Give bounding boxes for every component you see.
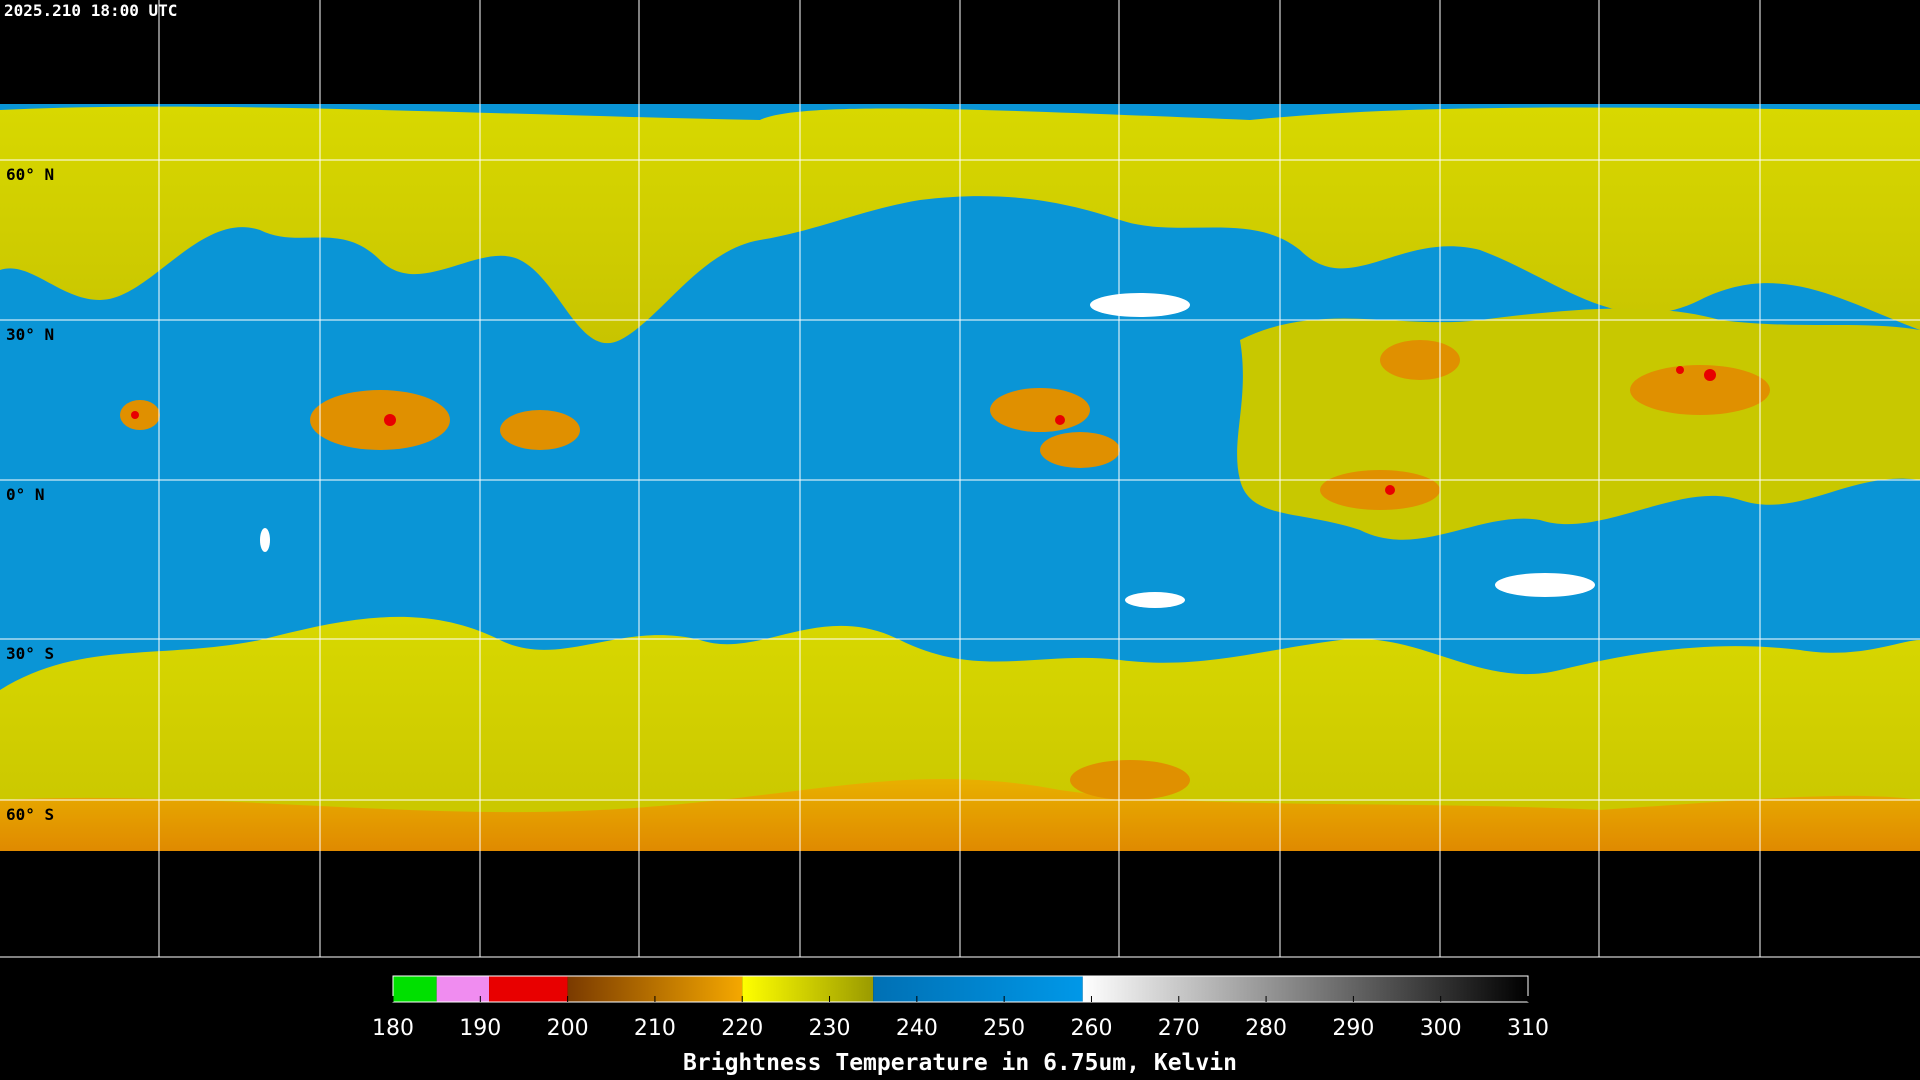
colorbar-tick-label: 200 [547, 1016, 589, 1041]
timestamp: 2025.210 18:00 UTC [4, 1, 177, 20]
colorbar-segment [742, 976, 874, 1002]
convection [120, 340, 1770, 800]
colorbar: 180 190 200 210 220 230 240 250 260 270 280 290 300 3… [372, 975, 1549, 1041]
colorbar-tick-label: 190 [459, 1016, 501, 1041]
colorbar-segment [436, 976, 490, 1002]
colorbar-segment [1082, 976, 1528, 1002]
lat-label: 30° S [6, 644, 54, 663]
lat-label: 30° N [6, 325, 54, 344]
colorbar-tick-label: 250 [983, 1016, 1025, 1041]
colorbar-tick-label: 210 [634, 1016, 676, 1041]
colorbar-frame [392, 975, 1529, 1003]
colorbar-tick-label: 240 [896, 1016, 938, 1041]
lat-labels: 60° N 30° N 0° N 30° S 60° S [6, 165, 54, 824]
deep-convection [131, 366, 1716, 495]
colorbar-tick-label: 260 [1070, 1016, 1112, 1041]
colorbar-tick-label: 310 [1507, 1016, 1549, 1041]
lat-label: 60° S [6, 805, 54, 824]
colorbar-segment [393, 976, 437, 1002]
colorbar-tick-label: 300 [1420, 1016, 1462, 1041]
colorbar-tick-label: 280 [1245, 1016, 1287, 1041]
graticule [0, 0, 1920, 958]
colorbar-segment [489, 976, 568, 1002]
colorbar-tick-label: 220 [721, 1016, 763, 1041]
colorbar-tick-label: 180 [372, 1016, 414, 1041]
colorbar-caption: Brightness Temperature in 6.75um, Kelvin [683, 1050, 1237, 1076]
colorbar-tick-label: 230 [809, 1016, 851, 1041]
lat-label: 60° N [6, 165, 54, 184]
colorbar-tick-label: 270 [1158, 1016, 1200, 1041]
colorbar-segment [873, 976, 1083, 1002]
colorbar-tick-label: 290 [1332, 1016, 1374, 1041]
dry-spots [260, 293, 1595, 608]
lat-label: 0° N [6, 485, 45, 504]
